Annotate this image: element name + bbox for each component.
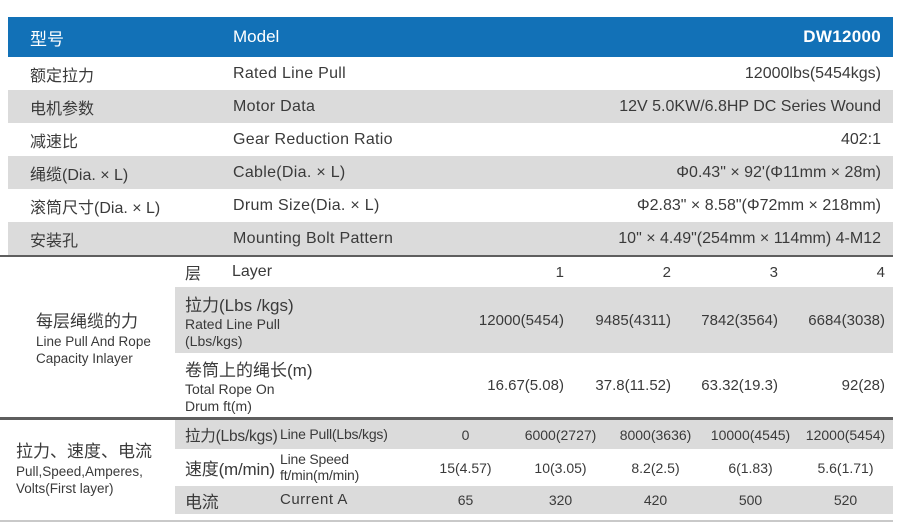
- rope-length-row: 卷筒上的绳长(m) Total Rope On Drum ft(m) 16.67…: [175, 353, 893, 417]
- layer-section-label-en: Capacity Inlayer: [36, 350, 133, 366]
- layer-section-label: 每层绳缆的力 Line Pull And Rope Capacity Inlay…: [8, 257, 175, 417]
- line-pull-value: 10000(4545): [710, 426, 791, 443]
- spec-label-en: Gear Reduction Ratio: [233, 130, 393, 148]
- line-speed-row: 速度(m/min) Line Speed ft/min(m/min) 15(4.…: [175, 449, 893, 486]
- rated-pull-value: 9485(4311): [595, 311, 671, 329]
- current-label-cn: 电流: [185, 492, 219, 512]
- spec-value: 12V 5.0KW/6.8HP DC Series Wound: [619, 97, 881, 115]
- line-speed-value: 15(4.57): [439, 459, 492, 476]
- model-header-bar: 型号 Model DW12000: [8, 17, 893, 57]
- current-row: 电流 Current A 65 320 420 500 520: [175, 486, 893, 514]
- spec-label-cn: 滚筒尺寸(Dia. × L): [30, 199, 161, 217]
- section-pull-speed-amperes: 拉力、速度、电流 Pull,Speed,Amperes, Volts(First…: [8, 420, 893, 514]
- rope-length-value: 37.8(11.52): [595, 376, 671, 394]
- line-speed-value: 6(1.83): [728, 459, 773, 476]
- layer-label-en: Layer: [232, 263, 273, 280]
- section-divider: [0, 417, 893, 420]
- rope-length-label-en: Drum ft(m): [185, 397, 252, 414]
- line-speed-value: 5.6(1.71): [817, 459, 874, 476]
- spec-label-en: Rated Line Pull: [233, 64, 347, 82]
- speed-section-label: 拉力、速度、电流 Pull,Speed,Amperes, Volts(First…: [8, 420, 175, 514]
- line-pull-value: 12000(5454): [805, 426, 886, 443]
- spec-label-cn: 额定拉力: [30, 67, 95, 85]
- spec-row-mounting-bolt: 安装孔 Mounting Bolt Pattern 10" × 4.49"(25…: [8, 222, 893, 255]
- line-speed-value: 10(3.05): [534, 459, 587, 476]
- spec-label-en: Mounting Bolt Pattern: [233, 229, 394, 247]
- rope-length-value: 92(28): [841, 376, 885, 394]
- rated-pull-label-cn: 拉力(Lbs /kgs): [185, 295, 294, 315]
- spec-value: 12000lbs(5454kgs): [744, 64, 881, 82]
- spec-table: 额定拉力 Rated Line Pull 12000lbs(5454kgs) 电…: [0, 57, 900, 255]
- spec-label-cn: 绳缆(Dia. × L): [30, 166, 129, 184]
- spec-row-rated-line-pull: 额定拉力 Rated Line Pull 12000lbs(5454kgs): [8, 57, 893, 90]
- spec-value: Φ0.43" × 92'(Φ11mm × 28m): [676, 163, 881, 181]
- current-value: 420: [643, 492, 668, 508]
- rated-pull-value: 6684(3038): [808, 311, 885, 329]
- spec-label-en: Cable(Dia. × L): [233, 163, 346, 181]
- spec-label-cn: 安装孔: [30, 232, 79, 250]
- spec-row-motor-data: 电机参数 Motor Data 12V 5.0KW/6.8HP DC Serie…: [8, 90, 893, 123]
- current-value: 500: [738, 492, 763, 508]
- layer-header-row: 层 Layer 1 2 3 4: [175, 257, 893, 287]
- layer-label-cn: 层: [185, 266, 202, 283]
- bottom-divider: [0, 520, 893, 522]
- spec-label-cn: 减速比: [30, 133, 79, 151]
- line-speed-label-en: Line Speed ft/min(m/min): [280, 451, 418, 483]
- line-pull-label-en: Line Pull(Lbs/kgs): [280, 425, 388, 442]
- model-value: DW12000: [803, 27, 881, 46]
- rope-length-value: 16.67(5.08): [487, 376, 564, 394]
- line-pull-row: 拉力(Lbs/kgs) Line Pull(Lbs/kgs) 0 6000(27…: [175, 420, 893, 449]
- layer-number: 1: [555, 263, 564, 281]
- rated-pull-value: 12000(5454): [478, 311, 564, 329]
- section-layer-capacity: 每层绳缆的力 Line Pull And Rope Capacity Inlay…: [8, 257, 893, 417]
- rated-pull-label-en: Rated Line Pull: [185, 315, 280, 332]
- spec-row-gear-ratio: 减速比 Gear Reduction Ratio 402:1: [8, 123, 893, 156]
- model-label-cn: 型号: [30, 29, 64, 49]
- line-speed-value: 8.2(2.5): [631, 459, 680, 476]
- spec-value: Φ2.83" × 8.58"(Φ72mm × 218mm): [636, 196, 881, 214]
- rated-pull-label: 拉力(Lbs /kgs) Rated Line Pull (Lbs/kgs): [175, 291, 465, 349]
- rated-pull-row: 拉力(Lbs /kgs) Rated Line Pull (Lbs/kgs) 1…: [175, 287, 893, 353]
- spec-label-en: Drum Size(Dia. × L): [233, 196, 380, 214]
- layer-number: 2: [662, 263, 671, 281]
- speed-section-label-en: Volts(First layer): [16, 480, 114, 496]
- current-label-en: Current A: [280, 490, 348, 508]
- rated-pull-label-en: (Lbs/kgs): [185, 332, 243, 349]
- spec-row-drum-size: 滚筒尺寸(Dia. × L) Drum Size(Dia. × L) Φ2.83…: [8, 189, 893, 222]
- line-speed-label-cn: 速度(m/min): [185, 460, 275, 479]
- model-label-en: Model: [233, 27, 280, 46]
- line-pull-label-cn: 拉力(Lbs/kgs): [185, 427, 278, 445]
- spec-label-cn: 电机参数: [30, 100, 95, 118]
- rope-length-value: 63.32(19.3): [701, 376, 778, 394]
- current-value: 320: [548, 492, 573, 508]
- line-pull-value: 8000(3636): [619, 426, 692, 443]
- layer-section-label-cn: 每层绳缆的力: [36, 312, 138, 332]
- current-value: 65: [457, 492, 474, 508]
- layer-number: 3: [769, 263, 778, 281]
- layer-section-label-en: Line Pull And Rope: [36, 334, 151, 350]
- line-pull-value: 6000(2727): [524, 426, 597, 443]
- line-pull-value: 0: [461, 426, 470, 443]
- speed-section-label-en: Pull,Speed,Amperes,: [16, 464, 143, 480]
- spec-row-cable: 绳缆(Dia. × L) Cable(Dia. × L) Φ0.43" × 92…: [8, 156, 893, 189]
- rope-length-label-en: Total Rope On: [185, 380, 275, 397]
- line-speed-label-en-line1: Line Speed: [280, 451, 349, 468]
- current-value: 520: [833, 492, 858, 508]
- rope-length-label-cn: 卷筒上的绳长(m): [185, 360, 313, 380]
- spec-label-en: Motor Data: [233, 97, 316, 115]
- spec-value: 402:1: [840, 130, 881, 148]
- line-speed-label-en-line2: ft/min(m/min): [280, 466, 360, 483]
- section-divider: [0, 255, 893, 257]
- speed-section-label-cn: 拉力、速度、电流: [16, 442, 152, 462]
- spec-value: 10" × 4.49"(254mm × 114mm) 4-M12: [618, 229, 881, 247]
- rope-length-label: 卷筒上的绳长(m) Total Rope On Drum ft(m): [175, 356, 465, 414]
- layer-number: 4: [876, 263, 885, 281]
- rated-pull-value: 7842(3564): [701, 311, 778, 329]
